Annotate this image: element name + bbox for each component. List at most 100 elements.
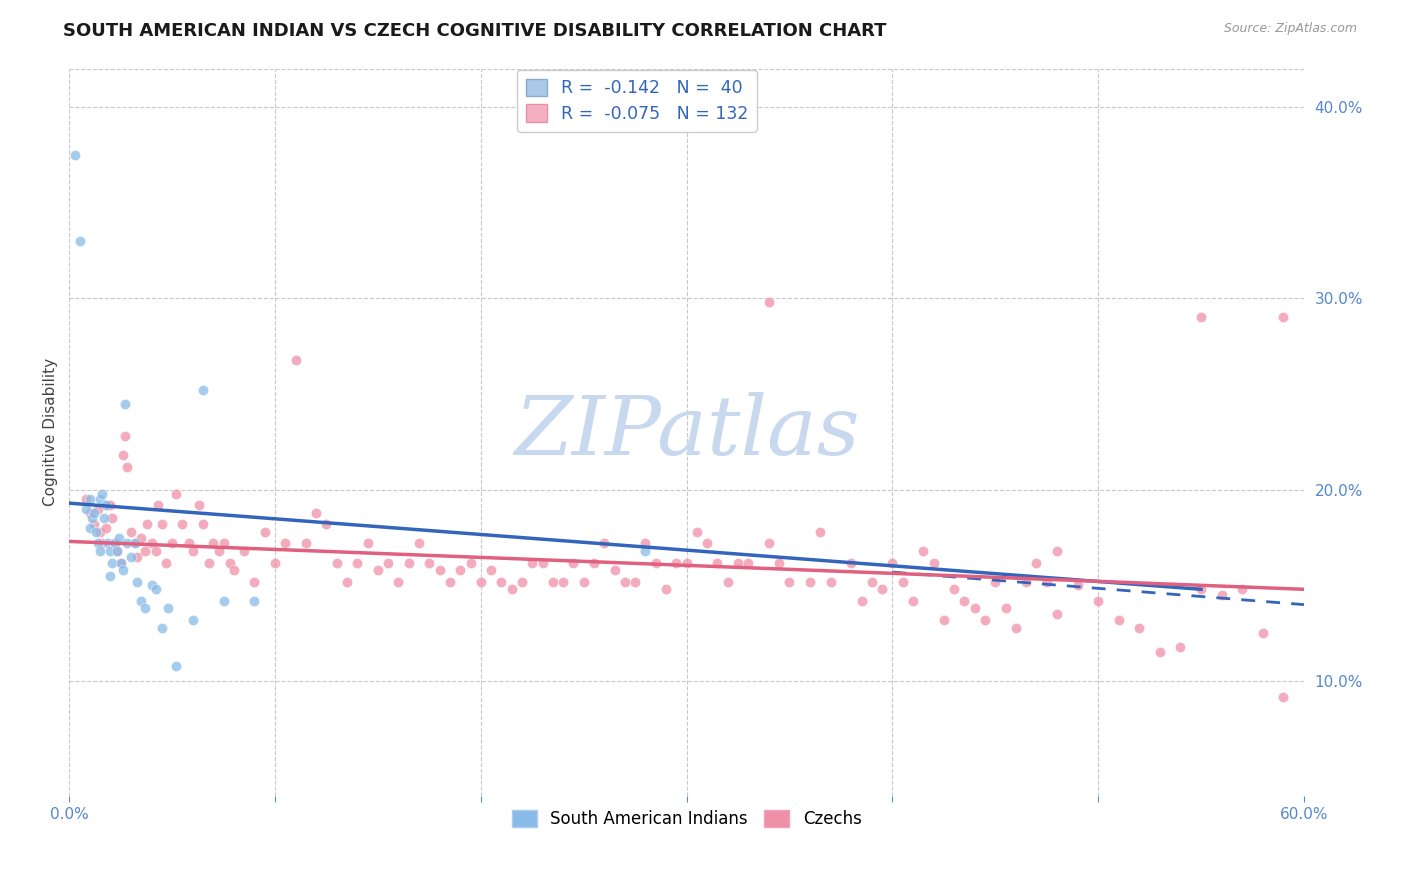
Point (1272, 690, 1295, 704)
Point (1066, 578, 1088, 592)
Point (83, 506, 105, 520)
Point (984, 574, 1007, 589)
Point (943, 582, 966, 597)
Point (839, 556, 862, 570)
Point (111, 448, 134, 462)
Point (974, 613, 997, 627)
Point (655, 582, 678, 597)
Point (165, 659, 187, 673)
Point (96, 521, 118, 535)
Point (377, 556, 399, 570)
Text: ZIPatlas: ZIPatlas (513, 392, 859, 472)
Point (187, 498, 209, 512)
Y-axis label: Cognitive Disability: Cognitive Disability (44, 359, 58, 507)
Point (387, 574, 409, 589)
Point (994, 601, 1017, 615)
Point (634, 536, 657, 550)
Point (1272, 310, 1295, 325)
Point (87, 502, 110, 516)
Point (114, 429, 136, 443)
Point (156, 601, 179, 615)
Point (460, 556, 482, 570)
Point (1170, 640, 1192, 654)
Point (1015, 574, 1038, 589)
Point (1232, 582, 1254, 597)
Point (91, 536, 114, 550)
Point (65, 147, 87, 161)
Point (531, 556, 554, 570)
Point (222, 563, 245, 577)
Point (198, 556, 221, 570)
Point (418, 556, 440, 570)
Point (136, 517, 159, 532)
Point (315, 517, 337, 532)
Point (305, 506, 328, 520)
Point (882, 556, 904, 570)
Point (124, 536, 146, 550)
Point (449, 563, 471, 577)
Point (779, 574, 801, 589)
Point (208, 544, 231, 558)
Point (177, 536, 200, 550)
Point (105, 544, 128, 558)
Point (84, 524, 107, 539)
Point (155, 556, 177, 570)
Point (79, 521, 101, 535)
Point (75, 502, 97, 516)
Point (107, 531, 129, 545)
Point (572, 574, 595, 589)
Point (346, 556, 368, 570)
Text: SOUTH AMERICAN INDIAN VS CZECH COGNITIVE DISABILITY CORRELATION CHART: SOUTH AMERICAN INDIAN VS CZECH COGNITIVE… (63, 22, 887, 40)
Point (1251, 626, 1274, 640)
Point (1087, 594, 1109, 608)
Point (172, 517, 194, 532)
Point (284, 352, 307, 367)
Point (165, 486, 187, 500)
Point (134, 601, 156, 615)
Point (624, 574, 647, 589)
Point (799, 574, 821, 589)
Point (97, 536, 120, 550)
Point (181, 544, 204, 558)
Point (408, 536, 430, 550)
Point (212, 536, 235, 550)
Point (429, 563, 451, 577)
Point (181, 613, 204, 627)
Point (963, 601, 986, 615)
Point (93, 511, 115, 525)
Point (1108, 613, 1130, 627)
Point (1128, 621, 1150, 635)
Point (1211, 588, 1233, 602)
Point (675, 556, 697, 570)
Point (145, 582, 167, 597)
Point (141, 536, 163, 550)
Point (901, 594, 924, 608)
Legend: South American Indians, Czechs: South American Indians, Czechs (505, 804, 868, 835)
Point (768, 556, 790, 570)
Point (146, 498, 169, 512)
Point (89, 492, 111, 507)
Point (922, 556, 945, 570)
Point (253, 524, 276, 539)
Point (114, 396, 136, 410)
Point (932, 613, 955, 627)
Point (326, 556, 349, 570)
Point (1035, 574, 1057, 589)
Point (191, 517, 214, 532)
Point (75, 492, 97, 507)
Point (851, 594, 873, 608)
Point (634, 544, 657, 558)
Point (160, 536, 183, 550)
Point (80, 511, 103, 525)
Point (706, 556, 728, 570)
Point (243, 594, 266, 608)
Point (127, 574, 149, 589)
Point (479, 563, 502, 577)
Point (470, 574, 492, 589)
Point (510, 574, 533, 589)
Point (145, 544, 167, 558)
Point (103, 536, 125, 550)
Point (491, 574, 513, 589)
Point (110, 556, 132, 570)
Point (100, 569, 122, 583)
